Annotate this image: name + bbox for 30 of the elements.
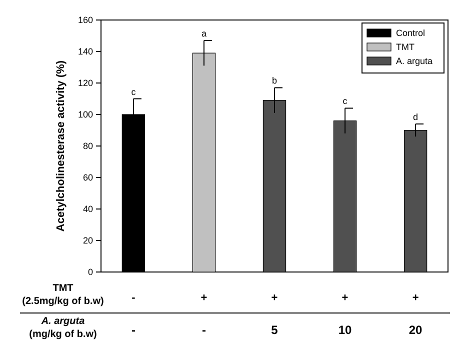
text: - [132, 292, 136, 304]
x-tick-label: - [202, 323, 206, 338]
y-tick-label: 0 [88, 267, 93, 278]
text: + [342, 292, 348, 304]
x-tick-label: - [131, 323, 136, 338]
y-tick-label: 60 [82, 172, 93, 183]
y-tick-label: 160 [78, 15, 93, 26]
legend-label: TMT [396, 42, 415, 52]
y-axis-title: Acetylcholinesterase activity (%) [55, 60, 67, 232]
annotation: b [272, 76, 278, 86]
y-tick-label: 20 [82, 236, 93, 246]
x-tick-label: 10 [338, 323, 352, 338]
text: + [412, 292, 419, 304]
annotation: c [342, 96, 348, 106]
text: + [271, 292, 278, 304]
y-tick-label: 120 [78, 78, 93, 88]
annotation: d [413, 112, 418, 122]
text: + [200, 292, 208, 304]
x-tick-label: 5 [271, 323, 278, 338]
y-tick-label: 80 [82, 141, 93, 152]
x-axis-title: A. arguta (mg/kg of b.w) [29, 316, 97, 340]
legend-label: A. arguta [396, 56, 433, 66]
annotation: a [201, 28, 206, 38]
y-tick-label: 140 [78, 46, 93, 57]
text: TMT (2.5mg/kg of b.w) [22, 283, 104, 307]
annotation: c [131, 86, 136, 97]
y-tick-label: 40 [82, 204, 93, 214]
y-tick-label: 100 [78, 110, 93, 120]
legend-label: Control [396, 28, 426, 38]
x-tick-label: 20 [408, 323, 423, 338]
